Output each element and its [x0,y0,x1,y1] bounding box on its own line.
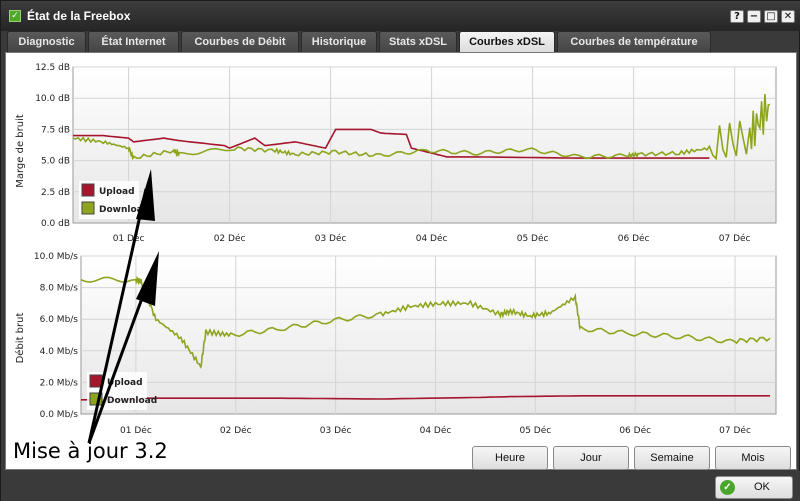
minimize-button[interactable]: − [747,10,761,23]
tab-courbes-temperature[interactable]: Courbes de température [557,31,711,52]
ok-button[interactable]: ✓ OK [715,476,793,499]
check-icon: ✓ [720,480,735,495]
maximize-button[interactable]: □ [764,10,778,23]
tab-diagnostic[interactable]: Diagnostic [7,31,86,52]
window-title: État de la Freebox [27,9,131,23]
close-button[interactable]: ✕ [781,10,795,23]
title-bar[interactable]: ✓ État de la Freebox ? − □ ✕ [1,1,800,31]
freebox-logo-icon: ✓ [9,10,21,22]
tab-courbes-xdsl[interactable]: Courbes xDSL [459,31,555,52]
tab-courbes-debit[interactable]: Courbes de Débit [181,31,299,52]
window-footer [1,471,800,501]
tab-etat-internet[interactable]: État Internet [88,31,179,52]
period-day-button[interactable]: Jour [553,446,629,470]
annotation-text: Mise à jour 3.2 [13,439,168,463]
period-hour-button[interactable]: Heure [472,446,548,470]
charts-panel [5,52,797,470]
ok-button-label: OK [754,481,770,493]
period-week-button[interactable]: Semaine [634,446,710,470]
help-button[interactable]: ? [730,10,744,23]
period-month-button[interactable]: Mois [715,446,791,470]
tab-stats-xdsl[interactable]: Stats xDSL [379,31,457,52]
tab-historique[interactable]: Historique [301,31,377,52]
